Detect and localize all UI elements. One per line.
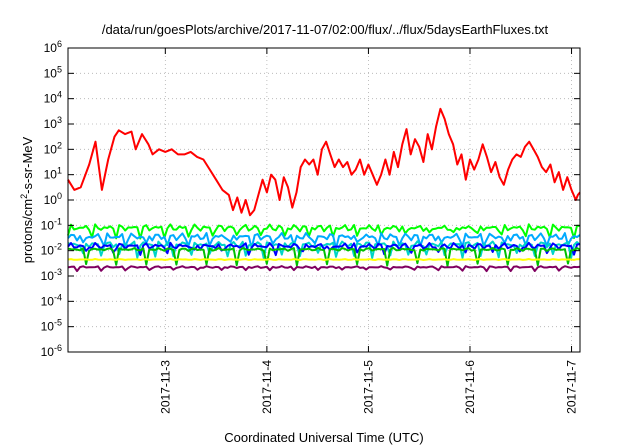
y-tick-base: 10 xyxy=(44,193,58,207)
y-tick-base: 10 xyxy=(41,345,55,359)
y-tick-exponent: -6 xyxy=(54,343,62,353)
y-tick-label: 103 xyxy=(44,115,62,131)
y-axis: 10-610-510-410-310-210-11001011021031041… xyxy=(41,39,580,359)
y-tick-exponent: -1 xyxy=(54,216,62,226)
y-tick-exponent: 1 xyxy=(57,166,62,176)
y-tick-base: 10 xyxy=(41,244,55,258)
y-tick-label: 105 xyxy=(44,64,62,80)
y-axis-label-sup: 2 xyxy=(19,194,29,199)
series-line xyxy=(67,246,581,267)
series-line xyxy=(67,265,581,273)
x-axis-label: Coordinated Universal Time (UTC) xyxy=(224,430,423,445)
grid xyxy=(68,48,580,352)
y-tick-label: 10-2 xyxy=(41,242,62,258)
series-line xyxy=(67,232,581,250)
y-tick-label: 10-3 xyxy=(41,267,62,283)
x-tick-label: 2017-11-3 xyxy=(158,360,172,414)
x-tick-label: 2017-11-7 xyxy=(565,360,579,414)
x-axis: 2017-11-3 2017-11-4 2017-11-5 2017-11-6 2017… xyxy=(158,48,579,414)
y-tick-label: 10-6 xyxy=(41,343,62,359)
y-tick-label: 10-5 xyxy=(41,318,62,334)
x-tick-label: 2017-11-5 xyxy=(361,360,375,414)
y-tick-base: 10 xyxy=(41,218,55,232)
y-tick-label: 104 xyxy=(44,90,62,106)
y-tick-exponent: 0 xyxy=(57,191,62,201)
y-tick-label: 10-4 xyxy=(41,292,62,308)
chart-title: /data/run/goesPlots/archive/2017-11-07/0… xyxy=(102,22,549,37)
y-tick-base: 10 xyxy=(44,41,58,55)
x-tick-label: 2017-11-4 xyxy=(260,360,274,414)
series-group xyxy=(67,107,581,273)
y-tick-label: 106 xyxy=(44,39,62,55)
y-tick-exponent: 4 xyxy=(57,90,62,100)
y-tick-base: 10 xyxy=(44,66,58,80)
series-line xyxy=(67,258,581,261)
y-tick-base: 10 xyxy=(41,294,55,308)
y-tick-base: 10 xyxy=(44,142,58,156)
y-tick-label: 100 xyxy=(44,191,62,207)
y-axis-label-main: protons/cm xyxy=(20,199,35,263)
y-tick-base: 10 xyxy=(44,168,58,182)
y-tick-exponent: -4 xyxy=(54,292,62,302)
y-axis-label-rest: -s-sr-MeV xyxy=(20,136,35,193)
x-tick-label: 2017-11-6 xyxy=(463,360,477,414)
y-tick-base: 10 xyxy=(41,269,55,283)
y-tick-label: 102 xyxy=(44,140,62,156)
y-tick-exponent: -2 xyxy=(54,242,62,252)
series-line xyxy=(67,107,581,217)
y-tick-base: 10 xyxy=(44,92,58,106)
y-axis-label: protons/cm2-s-sr-MeV xyxy=(19,136,35,263)
y-tick-label: 101 xyxy=(44,166,62,182)
y-tick-exponent: -3 xyxy=(54,267,62,277)
y-tick-exponent: 2 xyxy=(57,140,62,150)
y-tick-base: 10 xyxy=(41,320,55,334)
y-tick-exponent: -5 xyxy=(54,318,62,328)
y-tick-base: 10 xyxy=(44,117,58,131)
y-tick-exponent: 6 xyxy=(57,39,62,49)
y-tick-exponent: 3 xyxy=(57,115,62,125)
series-line xyxy=(67,223,581,240)
y-tick-label: 10-1 xyxy=(41,216,62,232)
series-line xyxy=(67,241,581,257)
y-tick-exponent: 5 xyxy=(57,64,62,74)
